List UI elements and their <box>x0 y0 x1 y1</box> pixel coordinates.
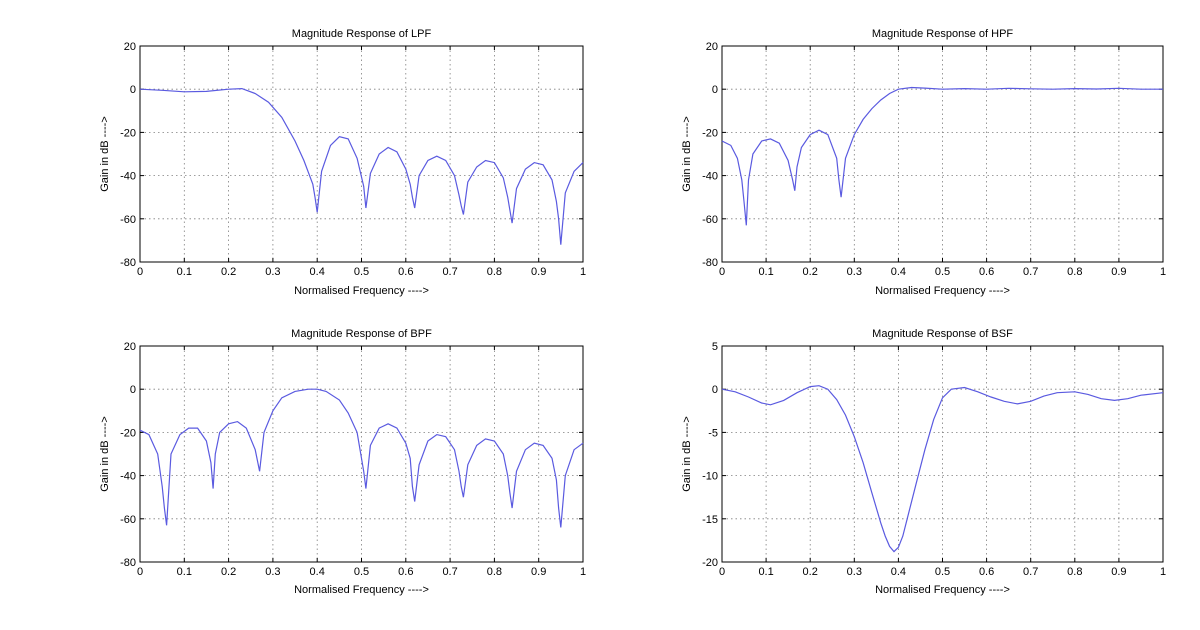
y-tick-label: -80 <box>120 257 136 269</box>
y-tick-label: 0 <box>130 384 136 396</box>
y-tick-label: -40 <box>702 171 718 183</box>
magnitude-response-line <box>139 388 584 528</box>
y-tick-label: 0 <box>712 384 718 396</box>
y-axis-label: Gain in dB ----> <box>681 416 693 492</box>
chart-title: Magnitude Response of LPF <box>292 28 432 40</box>
y-tick-label: -40 <box>120 171 136 183</box>
y-tick-label: -10 <box>702 471 718 483</box>
magnitude-response-line <box>721 86 1163 226</box>
x-tick-label: 0 <box>719 266 725 278</box>
x-tick-label: 0.2 <box>803 266 818 278</box>
x-tick-label: 0.6 <box>398 566 413 578</box>
x-tick-label: 0.8 <box>1067 266 1082 278</box>
x-tick-label: 0.9 <box>1111 266 1126 278</box>
x-tick-label: 0.3 <box>265 266 280 278</box>
y-axis-label: Gain in dB ----> <box>681 116 693 192</box>
x-tick-label: 0.3 <box>265 566 280 578</box>
chart-lpf: Magnitude Response of LPF Normalised Fre… <box>99 28 586 297</box>
chart-bsf: Magnitude Response of BSF Normalised Fre… <box>681 328 1166 596</box>
x-tick-label: 0.7 <box>1023 266 1038 278</box>
x-tick-label: 0 <box>137 266 143 278</box>
x-tick-label: 0.5 <box>935 566 950 578</box>
x-tick-label: 0.7 <box>1023 566 1038 578</box>
x-tick-label: 0.1 <box>177 566 192 578</box>
x-axis-label: Normalised Frequency ----> <box>875 285 1010 297</box>
x-tick-label: 0.1 <box>758 266 773 278</box>
y-tick-label: 20 <box>124 41 136 53</box>
x-tick-label: 1 <box>580 566 586 578</box>
y-tick-label: -60 <box>120 214 136 226</box>
x-tick-label: 0.9 <box>531 266 546 278</box>
x-tick-label: 0.4 <box>310 266 325 278</box>
x-tick-label: 1 <box>580 266 586 278</box>
x-tick-label: 0.4 <box>891 266 906 278</box>
x-tick-label: 0.4 <box>310 566 325 578</box>
chart-hpf: Magnitude Response of HPF Normalised Fre… <box>681 28 1166 297</box>
x-tick-label: 0.7 <box>442 266 457 278</box>
y-tick-label: -40 <box>120 471 136 483</box>
x-tick-label: 0.9 <box>1111 566 1126 578</box>
chart-title: Magnitude Response of BSF <box>872 328 1013 340</box>
magnitude-response-line <box>721 385 1164 553</box>
y-tick-label: -20 <box>120 427 136 439</box>
magnitude-response-line <box>139 87 584 245</box>
x-axis-label: Normalised Frequency ----> <box>294 584 429 596</box>
x-tick-label: 0.4 <box>891 566 906 578</box>
x-tick-label: 1 <box>1160 266 1166 278</box>
x-tick-label: 0.5 <box>354 566 369 578</box>
x-tick-label: 0.8 <box>487 266 502 278</box>
x-axis-label: Normalised Frequency ----> <box>875 584 1010 596</box>
y-tick-label: -80 <box>702 257 718 269</box>
chart-title: Magnitude Response of BPF <box>291 328 432 340</box>
x-tick-label: 0.2 <box>221 266 236 278</box>
chart-title: Magnitude Response of HPF <box>872 28 1014 40</box>
x-tick-label: 0.5 <box>354 266 369 278</box>
x-tick-label: 0.9 <box>531 566 546 578</box>
x-tick-label: 0.8 <box>1067 566 1082 578</box>
x-tick-label: 0.6 <box>979 266 994 278</box>
x-tick-label: 0.1 <box>758 566 773 578</box>
x-tick-label: 0.6 <box>398 266 413 278</box>
x-axis-label: Normalised Frequency ----> <box>294 285 429 297</box>
y-tick-label: 20 <box>124 341 136 353</box>
x-tick-label: 0.8 <box>487 566 502 578</box>
y-tick-label: 5 <box>712 341 718 353</box>
y-tick-label: -15 <box>702 514 718 526</box>
x-tick-label: 0.6 <box>979 566 994 578</box>
x-tick-label: 0.7 <box>442 566 457 578</box>
y-axis-label: Gain in dB ----> <box>99 116 111 192</box>
y-tick-label: -20 <box>702 557 718 569</box>
y-tick-label: -80 <box>120 557 136 569</box>
x-tick-label: 0.3 <box>847 566 862 578</box>
y-axis-label: Gain in dB ----> <box>99 416 111 492</box>
y-tick-label: 0 <box>130 84 136 96</box>
x-tick-label: 0 <box>137 566 143 578</box>
chart-bpf: Magnitude Response of BPF Normalised Fre… <box>99 328 586 596</box>
x-tick-label: 0.5 <box>935 266 950 278</box>
x-tick-label: 0.1 <box>177 266 192 278</box>
y-tick-label: -60 <box>120 514 136 526</box>
y-tick-label: -20 <box>120 127 136 139</box>
x-tick-label: 0.3 <box>847 266 862 278</box>
x-tick-label: 0.2 <box>221 566 236 578</box>
y-tick-label: 20 <box>706 41 718 53</box>
y-tick-label: -5 <box>708 427 718 439</box>
y-tick-label: 0 <box>712 84 718 96</box>
y-tick-label: -60 <box>702 214 718 226</box>
x-tick-label: 0 <box>719 566 725 578</box>
x-tick-label: 1 <box>1160 566 1166 578</box>
y-tick-label: -20 <box>702 127 718 139</box>
x-tick-label: 0.2 <box>803 566 818 578</box>
